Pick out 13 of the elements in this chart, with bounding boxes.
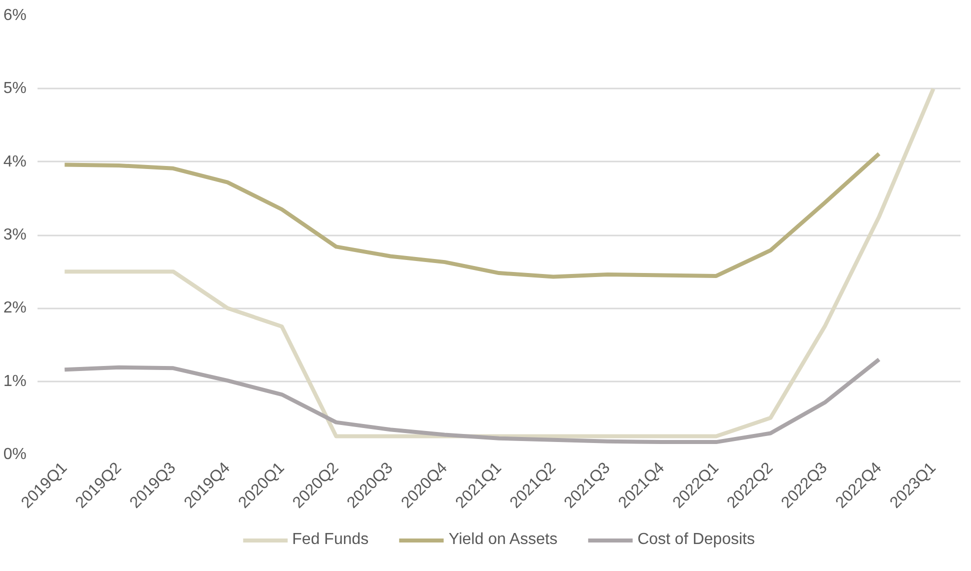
y-tick-label: 2% <box>3 300 26 317</box>
legend-label: Cost of Deposits <box>637 531 755 549</box>
line-series <box>62 152 882 279</box>
legend-label: Yield on Assets <box>448 531 558 549</box>
y-tick-label: 3% <box>3 226 26 244</box>
line-series <box>62 357 882 444</box>
y-tick-label: 1% <box>3 372 26 390</box>
y-tick-label: 4% <box>3 153 26 170</box>
y-tick-label: 6% <box>3 7 26 24</box>
y-tick-label: 0% <box>3 446 26 463</box>
legend-label: Fed Funds <box>292 531 369 549</box>
line-series <box>62 86 936 438</box>
y-tick-label: 5% <box>3 80 26 98</box>
